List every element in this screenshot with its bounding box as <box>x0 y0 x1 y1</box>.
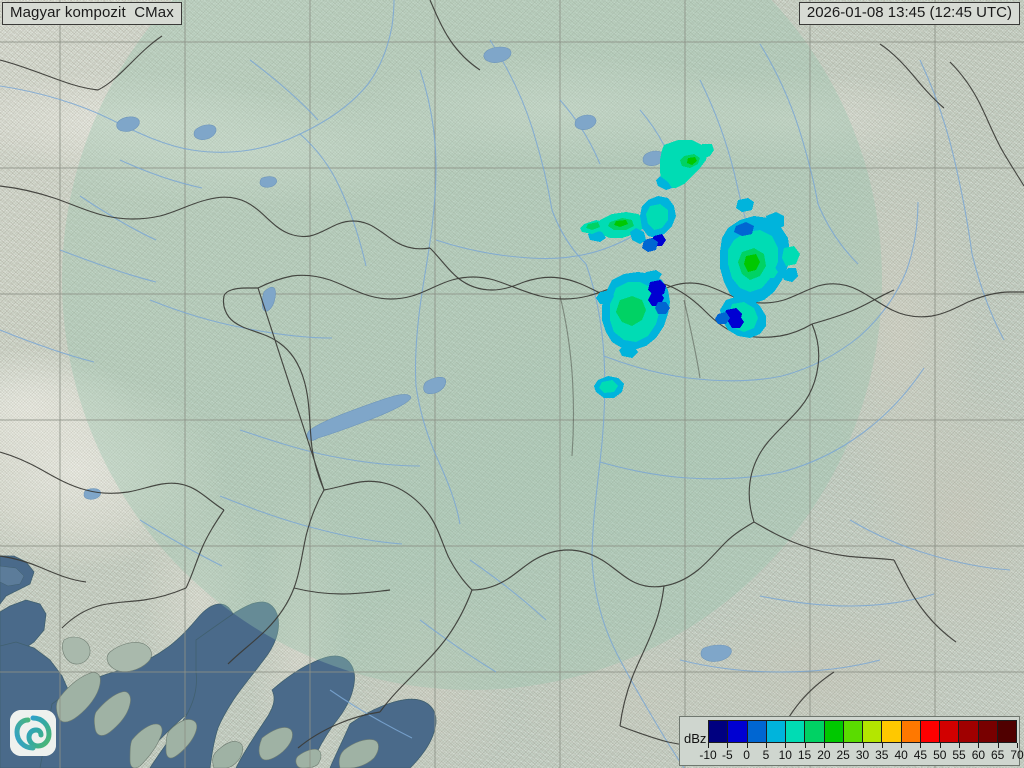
legend-swatch-2 <box>747 721 767 742</box>
legend-swatch-6 <box>824 721 844 742</box>
legend-swatch-12 <box>940 721 960 742</box>
legend-tick-labels: -10 -5 0 5 10 15 20 25 30 35 40 45 50 55 60 65 70 <box>699 743 1024 764</box>
legend-swatch-4 <box>786 721 806 742</box>
legend-tick-5 <box>804 743 806 748</box>
legend-tick-label-9: 35 <box>875 748 889 762</box>
country-borders <box>0 0 1024 749</box>
legend-tick-15 <box>997 743 999 748</box>
legend-tick-label-14: 60 <box>971 748 986 762</box>
legend-swatch-8 <box>863 721 883 742</box>
product-title: Magyar kompozit CMax <box>2 2 182 25</box>
timestamp-label: 2026-01-08 13:45 (12:45 UTC) <box>798 2 1020 25</box>
legend-swatch-10 <box>901 721 921 742</box>
echo-northeast-cluster <box>720 212 800 304</box>
legend-tick-label-11: 45 <box>913 748 928 762</box>
echo-south-small-cell <box>594 376 624 398</box>
legend-tick-label-7: 25 <box>836 748 850 762</box>
legend-swatch-9 <box>882 721 902 742</box>
legend-swatch-15 <box>997 721 1016 742</box>
legend-tick-8 <box>862 743 864 748</box>
legend-swatch-13 <box>959 721 979 742</box>
legend-swatch-0 <box>709 721 729 742</box>
legend-tick-label-0: -10 <box>699 748 717 762</box>
legend-tick-14 <box>978 743 980 748</box>
legend-tick-label-12: 50 <box>933 748 947 762</box>
legend-tick-label-2: 0 <box>743 748 750 762</box>
legend-tick-6 <box>823 743 825 748</box>
legend-tick-4 <box>785 743 787 748</box>
legend-tick-13 <box>959 743 961 748</box>
legend-tick-7 <box>843 743 845 748</box>
legend-tick-16 <box>1017 743 1018 748</box>
legend-tick-9 <box>881 743 883 748</box>
legend-tick-label-10: 40 <box>894 748 908 762</box>
legend-tick-label-16: 70 <box>1010 748 1024 762</box>
legend-swatch-7 <box>843 721 863 742</box>
legend-tick-label-5: 15 <box>797 748 812 762</box>
legend-tick-10 <box>901 743 903 748</box>
dbz-color-legend: dBz -10 -5 0 5 10 15 20 25 30 35 40 45 50 55 60 65 70 <box>679 716 1024 766</box>
lakes <box>83 46 732 662</box>
legend-swatch-14 <box>978 721 998 742</box>
hungaromet-logo[interactable] <box>10 710 56 756</box>
echo-north-slovak-cell <box>656 140 714 190</box>
legend-tick-label-3: 5 <box>762 748 770 762</box>
legend-tick-1 <box>727 743 729 748</box>
legend-tick-12 <box>939 743 941 748</box>
legend-swatch-3 <box>766 721 786 742</box>
legend-swatch-5 <box>805 721 825 742</box>
legend-tick-label-1: -5 <box>721 748 733 762</box>
legend-tick-label-15: 65 <box>991 748 1005 762</box>
legend-tick-label-13: 55 <box>952 748 966 762</box>
echo-northwest-streak <box>580 220 604 234</box>
legend-tick-label-4: 10 <box>778 748 792 762</box>
legend-tick-2 <box>746 743 748 748</box>
legend-tick-label-8: 30 <box>855 748 870 762</box>
legend-unit-label: dBz <box>684 731 707 746</box>
echo-north-band-mid <box>630 196 676 252</box>
legend-tick-0 <box>708 743 709 748</box>
echo-central-cell <box>596 270 670 358</box>
legend-color-bar <box>708 720 1017 743</box>
legend-tick-3 <box>765 743 767 748</box>
legend-swatch-11 <box>920 721 940 742</box>
legend-tick-label-6: 20 <box>817 748 831 762</box>
legend-swatch-1 <box>728 721 748 742</box>
legend-tick-11 <box>920 743 922 748</box>
echo-northeast-satellite <box>736 198 778 278</box>
echo-northeast-tail <box>715 296 766 338</box>
